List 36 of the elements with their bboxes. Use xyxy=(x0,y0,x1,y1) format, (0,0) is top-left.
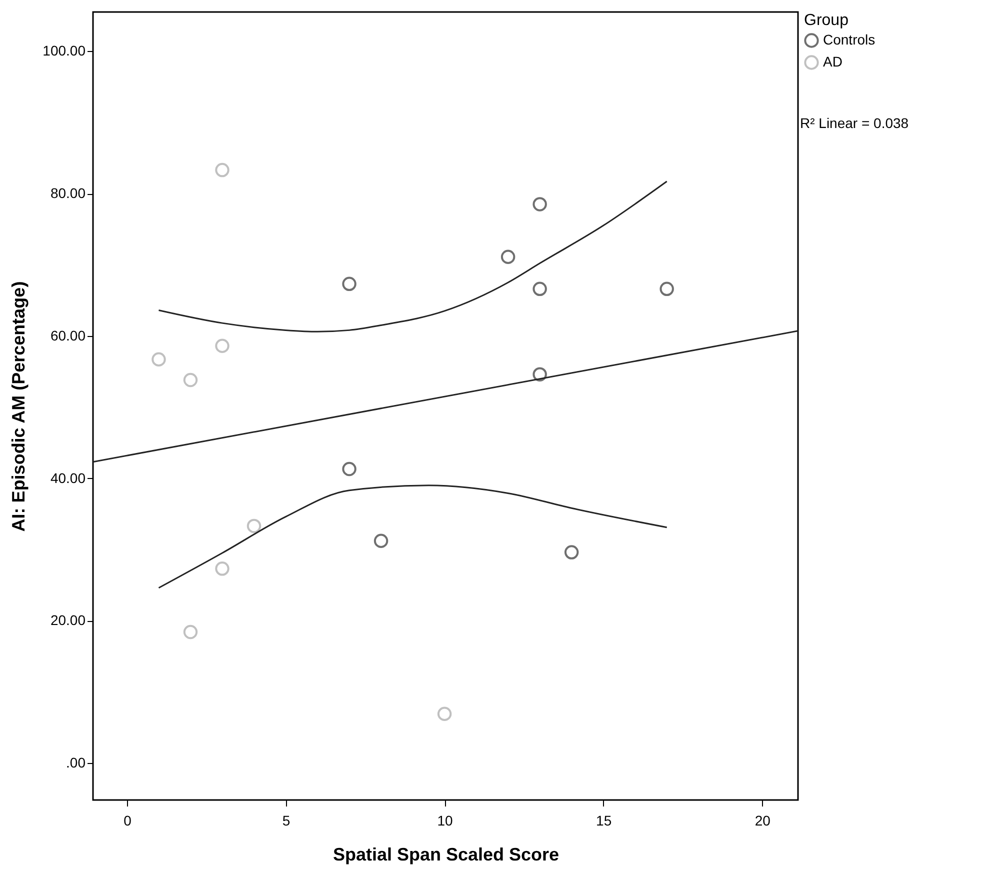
point xyxy=(183,372,198,388)
text: R² Linear = 0.038 xyxy=(800,115,909,131)
point xyxy=(183,624,198,640)
point xyxy=(215,562,230,576)
y-tick-label: 40.00 xyxy=(50,470,86,486)
y-axis-title: AI: Episodic AM (Percentage) xyxy=(8,281,29,532)
point xyxy=(564,545,579,560)
point xyxy=(215,338,230,353)
point xyxy=(532,282,547,296)
legend-label: Controls xyxy=(823,32,876,48)
x-tick-label: 0 xyxy=(124,812,132,828)
point xyxy=(342,462,356,476)
y-tick-label: 20.00 xyxy=(50,612,86,628)
point xyxy=(532,197,547,212)
point xyxy=(660,282,674,296)
point xyxy=(532,367,547,382)
y-tick-label: 80.00 xyxy=(50,185,86,202)
legend-title: Group xyxy=(804,12,849,29)
y-tick-label: 100.00 xyxy=(42,42,86,59)
x-axis-title: Spatial Span Scaled Score xyxy=(332,844,560,864)
line-series xyxy=(158,484,668,589)
legend-label: AD xyxy=(823,54,842,70)
x-tick-label: 20 xyxy=(754,812,771,828)
point xyxy=(342,276,356,292)
point xyxy=(437,706,452,721)
y-tick-label: .00 xyxy=(66,754,86,770)
y-tick-label: 60.00 xyxy=(50,327,86,344)
point xyxy=(246,518,262,534)
point xyxy=(500,250,516,264)
point xyxy=(152,352,166,366)
point xyxy=(374,534,388,548)
x-tick-label: 5 xyxy=(282,812,290,828)
x-tick-label: 15 xyxy=(596,812,612,828)
point xyxy=(215,162,230,178)
x-tick-label: 10 xyxy=(437,812,454,828)
line-series xyxy=(158,180,668,332)
